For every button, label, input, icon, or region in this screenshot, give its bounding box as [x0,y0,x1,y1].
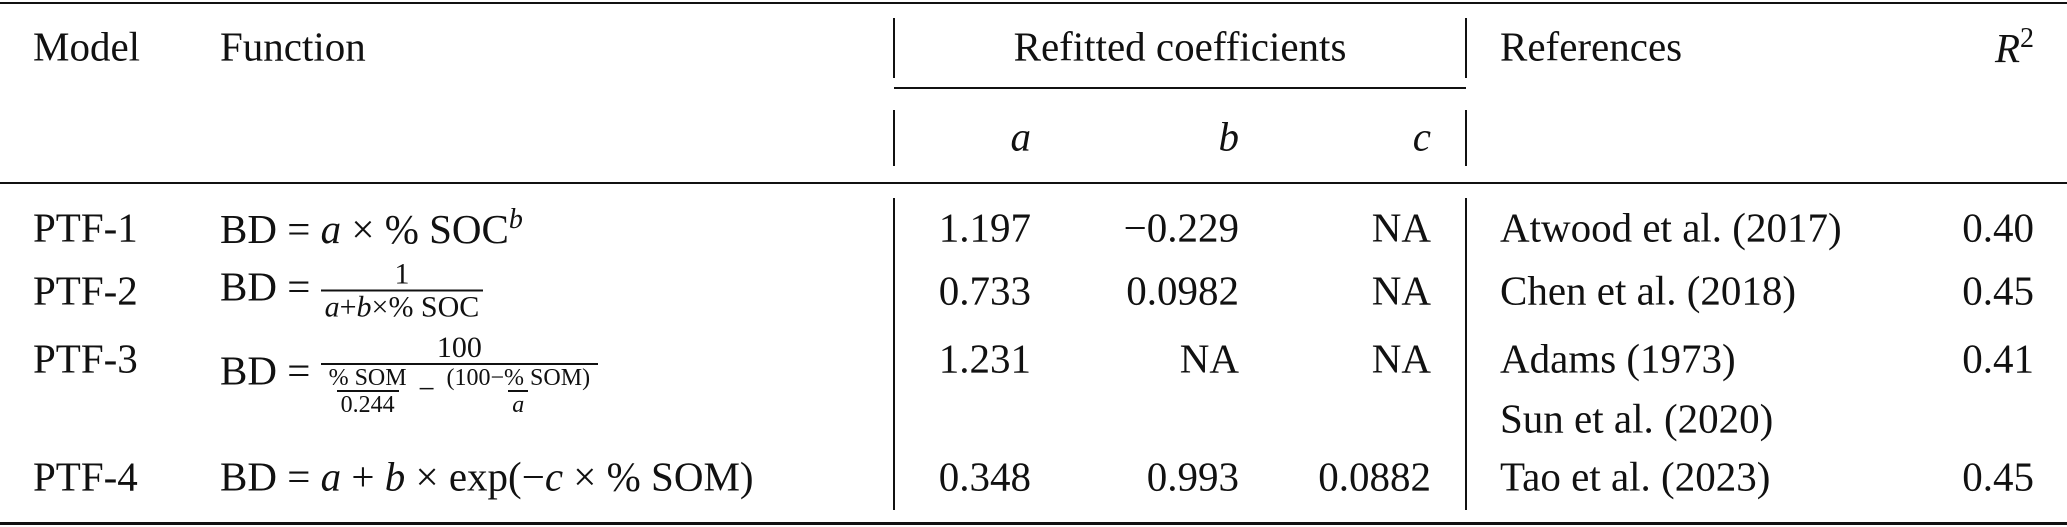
coef-a: 0.348 [938,453,1031,500]
function: BD = 100 % SOM 0.244 − (100−% SOM) a [220,331,599,417]
coef-c: NA [1371,335,1431,382]
fn: b [508,204,523,236]
fn: BD [220,347,277,394]
fn: (100−% SOM) [446,365,591,391]
model: PTF-3 [33,335,138,382]
coef-b: NA [1179,335,1239,382]
header: Model [33,23,141,70]
reference: Atwood et al. (2017) [1500,204,1842,251]
fn: a [324,290,340,324]
fn: 100 [436,331,482,364]
subheader: a [1010,113,1032,160]
subheader: b [1218,113,1240,160]
fn: a [320,453,342,500]
header: R2 [1995,25,2034,69]
fn: = [287,347,311,394]
model: PTF-1 [33,204,138,251]
header: Refitted coefficients [1013,23,1347,70]
header: Function [220,23,366,70]
r2: 0.41 [1962,335,2034,382]
divider [893,18,895,78]
r2-sup: 2 [2020,23,2034,55]
fn: + [351,453,375,500]
fn: × [415,453,439,500]
r2: 0.45 [1962,267,2034,314]
fn: % SOM [328,365,407,391]
r2: 0.40 [1962,204,2034,251]
coef-b: 0.993 [1146,453,1239,500]
fn: = [287,263,311,310]
fn: × [371,290,389,324]
function: BD = 1 a+b×% SOC [220,257,484,324]
fn: exp(− [448,453,545,500]
fn: 0.244 [336,390,399,417]
fn: × [351,205,375,252]
top-rule [0,2,2067,4]
reference: Sun et al. (2020) [1500,395,1774,442]
subheader: c [1412,113,1431,160]
fn: % SOC [384,205,509,252]
mid-rule [0,182,2067,184]
fn: BD [220,263,277,310]
coef-c: NA [1371,204,1431,251]
reference: Chen et al. (2018) [1500,267,1797,314]
fn: c [544,453,564,500]
bottom-rule [0,522,2067,525]
divider [1465,110,1467,166]
divider [1465,18,1467,78]
coef-a: 1.231 [938,335,1031,382]
fn: % SOC [388,290,480,324]
fn: 1 [394,257,410,291]
coef-a: 1.197 [938,204,1031,251]
coef-underline [894,87,1466,89]
fn: × [573,453,597,500]
model: PTF-2 [33,267,138,314]
function: BD = a × % SOCb [220,206,523,250]
r2-base: R [1994,24,2020,71]
fn: b [384,453,406,500]
coef-a: 0.733 [938,267,1031,314]
fn: = [287,205,311,252]
divider [893,198,895,510]
divider [893,110,895,166]
model: PTF-4 [33,453,138,500]
fn: a [508,390,529,417]
fn: − [418,372,436,406]
fn: BD [220,205,277,252]
function: BD = a + b × exp(−c × % SOM) [220,453,754,500]
fn: + [339,290,357,324]
r2: 0.45 [1962,453,2034,500]
coef-c: 0.0882 [1318,453,1431,500]
coef-b: −0.229 [1123,204,1239,251]
coef-c: NA [1371,267,1431,314]
fn: = [287,453,311,500]
fn: a [320,205,342,252]
coef-b: 0.0982 [1126,267,1239,314]
fn: BD [220,453,277,500]
reference: Tao et al. (2023) [1500,453,1771,500]
fn: b [356,290,372,324]
reference: Adams (1973) [1500,335,1736,382]
fn: % SOM) [606,453,754,500]
divider [1465,198,1467,510]
header: References [1500,23,1683,70]
